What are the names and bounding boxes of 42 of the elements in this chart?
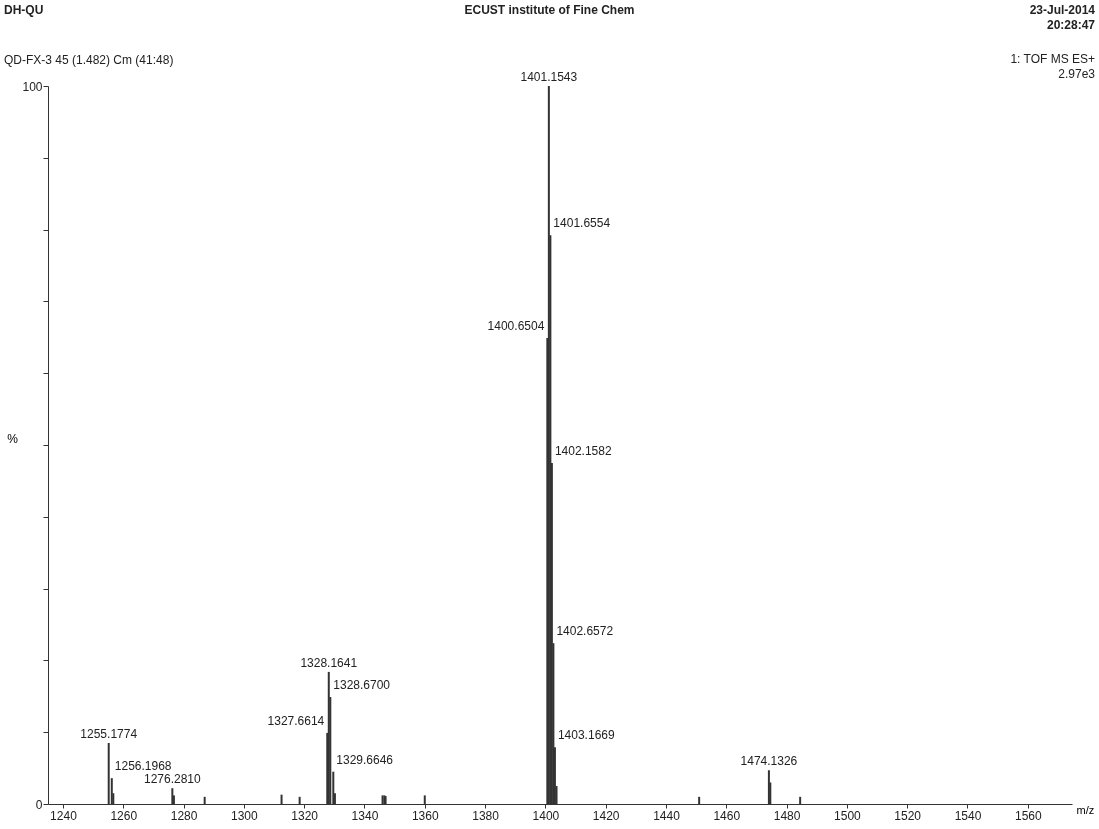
annotation: 1401.1543	[520, 70, 578, 84]
annotation: 1256.1968	[114, 759, 172, 774]
annotation: 1400.6504	[487, 319, 545, 334]
text: 23-Jul-2014	[1029, 3, 1095, 17]
text: 1: TOF MS ES+	[1010, 52, 1095, 66]
annotation: 1402.6572	[556, 624, 614, 639]
y-tick-label: 0	[35, 797, 43, 812]
x-tick-label: 1540	[954, 808, 982, 823]
x-tick-label: 1340	[351, 808, 379, 823]
x-tick-label: 1480	[773, 808, 801, 823]
x-tick-label: 1360	[411, 808, 439, 823]
y-tick-label: 100	[22, 79, 43, 94]
annotation: 1328.1641	[300, 655, 358, 670]
chart-title: ECUST institute of Fine Chem	[464, 3, 635, 17]
text: QD-FX-3 45 (1.482) Cm (41:48)	[4, 53, 174, 67]
annotation: 1403.1669	[557, 728, 615, 743]
x-tick-label: 1240	[50, 808, 78, 823]
x-tick-label: 1400	[532, 808, 560, 823]
text: 2.97e3	[1058, 67, 1095, 81]
x-tick-label: 1320	[291, 808, 319, 823]
x-axis-title: m/z	[1076, 803, 1095, 816]
text: 20:28:47	[1046, 18, 1095, 32]
annotation: 1276.2810	[143, 772, 202, 787]
annotation: 1329.6646	[336, 752, 394, 767]
annotation: 1474.1326	[740, 754, 798, 769]
x-tick-label: 1420	[592, 808, 620, 823]
x-tick-label: 1560	[1014, 808, 1042, 823]
annotation: 1255.1774	[80, 726, 138, 741]
annotation: 1401.6554	[553, 216, 611, 231]
annotation: 1402.1582	[554, 443, 612, 458]
x-tick-label: 1520	[894, 808, 922, 823]
x-tick-label: 1280	[170, 808, 198, 823]
x-tick-label: 1460	[713, 808, 741, 823]
x-tick-label: 1500	[834, 808, 862, 823]
text: DH-QU	[4, 3, 44, 17]
x-tick-label: 1260	[110, 808, 138, 823]
x-tick-label: 1300	[231, 808, 259, 823]
x-tick-label: 1380	[472, 808, 500, 823]
annotation: 1328.6700	[333, 678, 391, 693]
annotation: 1327.6614	[267, 713, 325, 728]
x-tick-label: 1440	[653, 808, 681, 823]
y-axis-title: %	[7, 431, 19, 446]
